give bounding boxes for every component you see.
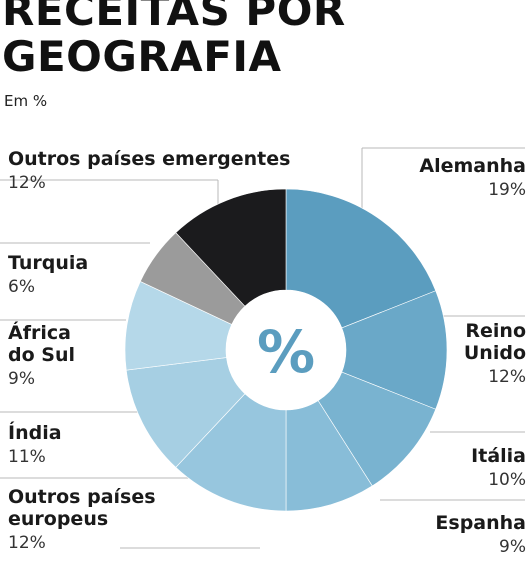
label-outros-europeus: Outros países europeus 12% <box>8 486 156 554</box>
label-turquia: Turquia 6% <box>8 252 88 298</box>
donut-center-label: % <box>257 318 315 386</box>
label-outros-emergentes-name: Outros países emergentes <box>8 148 291 170</box>
chart-title-line1: RECEITAS POR <box>2 0 346 35</box>
label-outros-europeus-line1: Outros países <box>8 486 156 508</box>
label-africa-do-sul-line1: África <box>8 322 71 344</box>
label-reino-unido-value: 12% <box>488 367 526 387</box>
label-reino-unido-line2: Unido <box>463 342 526 364</box>
label-outros-emergentes: Outros países emergentes 12% <box>8 148 290 194</box>
label-reino-unido-line1: Reino <box>465 320 526 342</box>
label-espanha-name: Espanha <box>435 512 526 534</box>
label-africa-do-sul: África do Sul 9% <box>8 322 75 390</box>
label-italia: Itália 10% <box>471 445 526 491</box>
chart-title: RECEITAS POR GEOGRAFIA <box>2 0 346 80</box>
chart-title-line2: GEOGRAFIA <box>2 32 282 81</box>
donut-hole <box>226 290 346 410</box>
label-alemanha-name: Alemanha <box>419 155 526 177</box>
label-italia-value: 10% <box>488 470 526 490</box>
label-espanha-value: 9% <box>499 537 526 557</box>
leader-lines <box>0 147 525 549</box>
chart-subtitle: Em % <box>4 92 48 110</box>
label-india-value: 11% <box>8 447 46 467</box>
label-reino-unido: Reino Unido 12% <box>464 320 526 388</box>
label-africa-do-sul-value: 9% <box>8 369 35 389</box>
label-espanha: Espanha 9% <box>435 512 526 558</box>
label-india: Índia 11% <box>8 422 62 468</box>
label-india-name: Índia <box>8 422 62 444</box>
label-turquia-value: 6% <box>8 277 35 297</box>
label-turquia-name: Turquia <box>8 252 89 274</box>
label-outros-europeus-line2: europeus <box>8 508 109 530</box>
label-outros-europeus-value: 12% <box>8 533 46 553</box>
donut-slices <box>124 188 448 512</box>
label-outros-emergentes-value: 12% <box>8 173 46 193</box>
label-africa-do-sul-line2: do Sul <box>8 344 75 366</box>
label-alemanha-value: 19% <box>488 180 526 200</box>
label-italia-name: Itália <box>471 445 526 467</box>
label-alemanha: Alemanha 19% <box>419 155 526 201</box>
